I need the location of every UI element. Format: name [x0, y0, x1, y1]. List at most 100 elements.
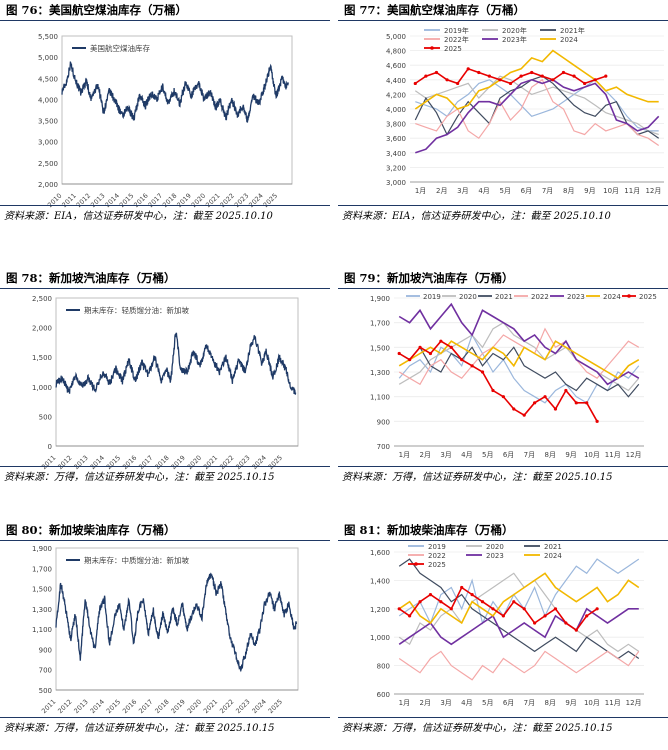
series-marker-2025	[408, 358, 412, 362]
series-marker-2025	[583, 81, 587, 86]
series-line-2022	[398, 650, 640, 681]
legend-label: 2020	[459, 293, 477, 301]
x-tick-label: 6月	[503, 699, 514, 707]
series-marker-2025	[408, 614, 412, 618]
title-rule	[338, 20, 668, 21]
y-tick-label: 4,600	[386, 62, 406, 70]
series-marker-2025	[522, 413, 526, 417]
title-rule	[0, 20, 330, 21]
series-marker-2025	[460, 358, 464, 362]
y-tick-label: 0	[48, 443, 52, 451]
y-tick-label: 700	[377, 443, 390, 451]
series-line-2023年	[415, 78, 660, 154]
x-tick-label: 2022	[218, 698, 235, 715]
x-tick-label: 2月	[436, 187, 447, 195]
legend-label: 2020年	[502, 26, 527, 35]
series-marker-2025	[574, 401, 578, 405]
series-marker-2025	[480, 370, 485, 374]
series-line	[55, 332, 297, 395]
source-rule	[0, 717, 330, 718]
title-rule	[338, 540, 668, 541]
x-tick-label: 10月	[584, 451, 600, 459]
series-marker-2025	[561, 70, 566, 75]
x-tick-label: 2021	[202, 698, 219, 715]
panel-fig76: 图 76：美国航空煤油库存（万桶） 2,000 2,500 3,000 3,500 4,…	[0, 0, 330, 230]
legend-label: 2019	[428, 543, 446, 551]
series-marker-2025	[533, 621, 537, 625]
y-tick-label: 3,000	[38, 139, 58, 147]
series-marker-2025	[553, 607, 558, 611]
figure-title: 图 79：新加坡汽油库存（万桶）	[344, 271, 514, 285]
legend-label: 2019年	[444, 26, 469, 35]
x-tick-label: 8月	[563, 187, 574, 195]
x-tick-label: 2月	[420, 451, 431, 459]
legend-marker	[430, 46, 434, 50]
y-tick-label: 2,500	[32, 295, 52, 303]
series-marker-2025	[501, 614, 505, 618]
y-tick-label: 600	[377, 691, 390, 699]
chart-fig78: 05001,0001,5002,0002,5002011201220132014…	[32, 295, 299, 471]
x-tick-label: 2018	[153, 698, 170, 715]
series-line	[55, 572, 298, 673]
y-tick-label: 5,500	[38, 33, 58, 41]
x-tick-label: 6月	[503, 451, 514, 459]
series-marker-2025	[522, 607, 526, 611]
legend-label: 2023	[486, 552, 504, 560]
y-tick-label: 2,500	[38, 160, 58, 168]
series-marker-2025	[572, 74, 576, 78]
source-rule	[338, 717, 668, 718]
series-line-2025	[398, 586, 598, 632]
series-marker-2025	[491, 607, 495, 611]
y-tick-label: 900	[377, 418, 390, 426]
y-tick-label: 1,000	[370, 634, 390, 642]
series-marker-2025	[445, 78, 449, 82]
chart-fig76: 2,000 2,500 3,000 3,500 4,000 4,500 5,000 5,500…	[38, 33, 293, 209]
y-tick-label: 1,300	[370, 369, 390, 377]
chart-fig79: 700 900 1,100 1,300 1,500 1,700 1,900 1月 2月 3月 4月 5…	[370, 293, 657, 459]
x-tick-label: 2月	[420, 699, 431, 707]
series-marker-2025	[508, 81, 513, 86]
series-marker-2025	[533, 401, 537, 405]
source-rule	[0, 466, 330, 467]
x-tick-label: 4月	[478, 187, 489, 195]
x-tick-label: 11月	[605, 699, 621, 707]
y-tick-label: 500	[39, 687, 52, 695]
series-marker-2025	[512, 600, 516, 604]
x-tick-label: 12月	[626, 699, 642, 707]
y-tick-label: 1,700	[370, 320, 390, 328]
x-tick-label: 1月	[399, 699, 410, 707]
y-tick-label: 4,800	[386, 48, 406, 56]
series-marker-2025	[480, 600, 485, 604]
y-tick-label: 1,100	[32, 626, 52, 634]
x-tick-label: 12月	[626, 451, 642, 459]
series-marker-2025	[487, 74, 491, 78]
series-marker-2025	[491, 388, 495, 393]
x-tick-label: 7月	[524, 699, 535, 707]
panel-fig78: 图 78：新加坡汽油库存（万桶） 0 500 1,000 1,500 2,000 2,50…	[0, 268, 330, 498]
x-tick-label: 9月	[584, 187, 595, 195]
source-note: 资料来源：万得，信达证券研发中心，注：截至 2025.10.15	[342, 472, 613, 483]
y-tick-label: 3,200	[386, 164, 406, 172]
y-tick-label: 3,500	[38, 118, 58, 126]
series-marker-2025	[397, 607, 401, 611]
series-marker-2025	[413, 81, 417, 86]
x-tick-label: 2017	[137, 698, 154, 715]
y-tick-label: 5,000	[38, 54, 58, 62]
legend-label: 2022	[428, 552, 446, 560]
legend-label: 2021	[495, 293, 513, 301]
y-tick-label: 1,900	[32, 545, 52, 553]
x-tick-label: 5月	[482, 699, 493, 707]
y-tick-label: 3,400	[386, 150, 406, 158]
x-tick-label: 2020	[186, 698, 203, 715]
x-tick-label: 1月	[399, 451, 410, 459]
series-line-2024	[398, 572, 640, 625]
y-tick-label: 2,000	[32, 325, 52, 333]
source-note: 资料来源：EIA，信达证券研发中心，注：截至 2025.10.10	[342, 211, 611, 222]
y-tick-label: 1,600	[370, 549, 390, 557]
x-tick-label: 5月	[500, 187, 511, 195]
series-marker-2025	[595, 607, 599, 611]
series-line-2024	[398, 340, 640, 380]
x-tick-label: 12月	[645, 187, 661, 195]
y-tick-label: 1,300	[32, 606, 52, 614]
source-note: 资料来源：万得，信达证券研发中心，注：截至 2025.10.15	[342, 723, 613, 734]
